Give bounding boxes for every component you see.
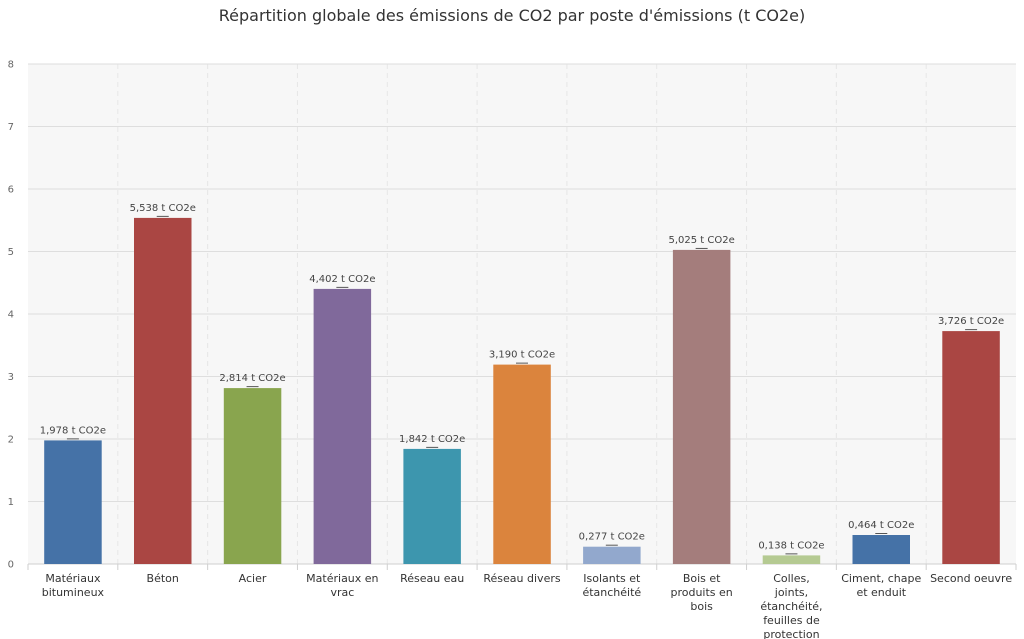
category-label: Colles, joints, étanchéité, feuilles de prot… <box>760 572 822 639</box>
bar <box>313 288 372 564</box>
bar <box>672 249 731 564</box>
y-tick-label: 4 <box>8 310 14 321</box>
y-tick-label: 3 <box>8 372 14 383</box>
data-label: 5,025 t CO2e <box>668 235 734 246</box>
bar <box>403 448 461 564</box>
data-label: 0,277 t CO2e <box>579 532 645 543</box>
bar <box>583 546 641 564</box>
data-label: 1,978 t CO2e <box>40 425 106 436</box>
data-label: 2,814 t CO2e <box>219 373 285 384</box>
y-tick-label: 8 <box>8 60 14 71</box>
y-tick-label: 7 <box>8 122 14 133</box>
bar <box>223 388 282 564</box>
data-label: 3,190 t CO2e <box>489 350 555 361</box>
category-label: Matériaux bitumineux <box>42 572 105 599</box>
bar <box>852 535 910 564</box>
category-label: Bois et produits en bois <box>670 572 732 613</box>
bar <box>134 217 192 564</box>
bar <box>762 555 821 564</box>
data-label: 0,464 t CO2e <box>848 520 914 531</box>
category-label: Réseau eau <box>400 572 464 585</box>
data-label: 5,538 t CO2e <box>130 203 196 214</box>
y-tick-label: 1 <box>8 497 14 508</box>
y-tick-label: 5 <box>8 247 14 258</box>
y-tick-label: 0 <box>8 560 14 571</box>
bar <box>942 331 1000 564</box>
category-label: Ciment, chape et enduit <box>841 572 921 599</box>
y-tick-label: 2 <box>8 435 14 446</box>
category-label: Réseau divers <box>483 572 560 585</box>
bar <box>493 364 551 564</box>
category-label: Isolants et étanchéité <box>582 572 641 599</box>
category-label: Second oeuvre <box>930 572 1012 585</box>
data-label: 1,842 t CO2e <box>399 434 465 445</box>
category-label: Béton <box>147 572 179 585</box>
y-tick-label: 6 <box>8 185 14 196</box>
chart-title: Répartition globale des émissions de CO2… <box>218 6 806 25</box>
data-label: 3,726 t CO2e <box>938 316 1004 327</box>
category-label: Matériaux en vrac <box>306 572 378 599</box>
bar <box>44 440 102 564</box>
data-label: 0,138 t CO2e <box>758 540 824 551</box>
category-label: Acier <box>239 572 267 585</box>
data-label: 4,402 t CO2e <box>309 274 375 285</box>
